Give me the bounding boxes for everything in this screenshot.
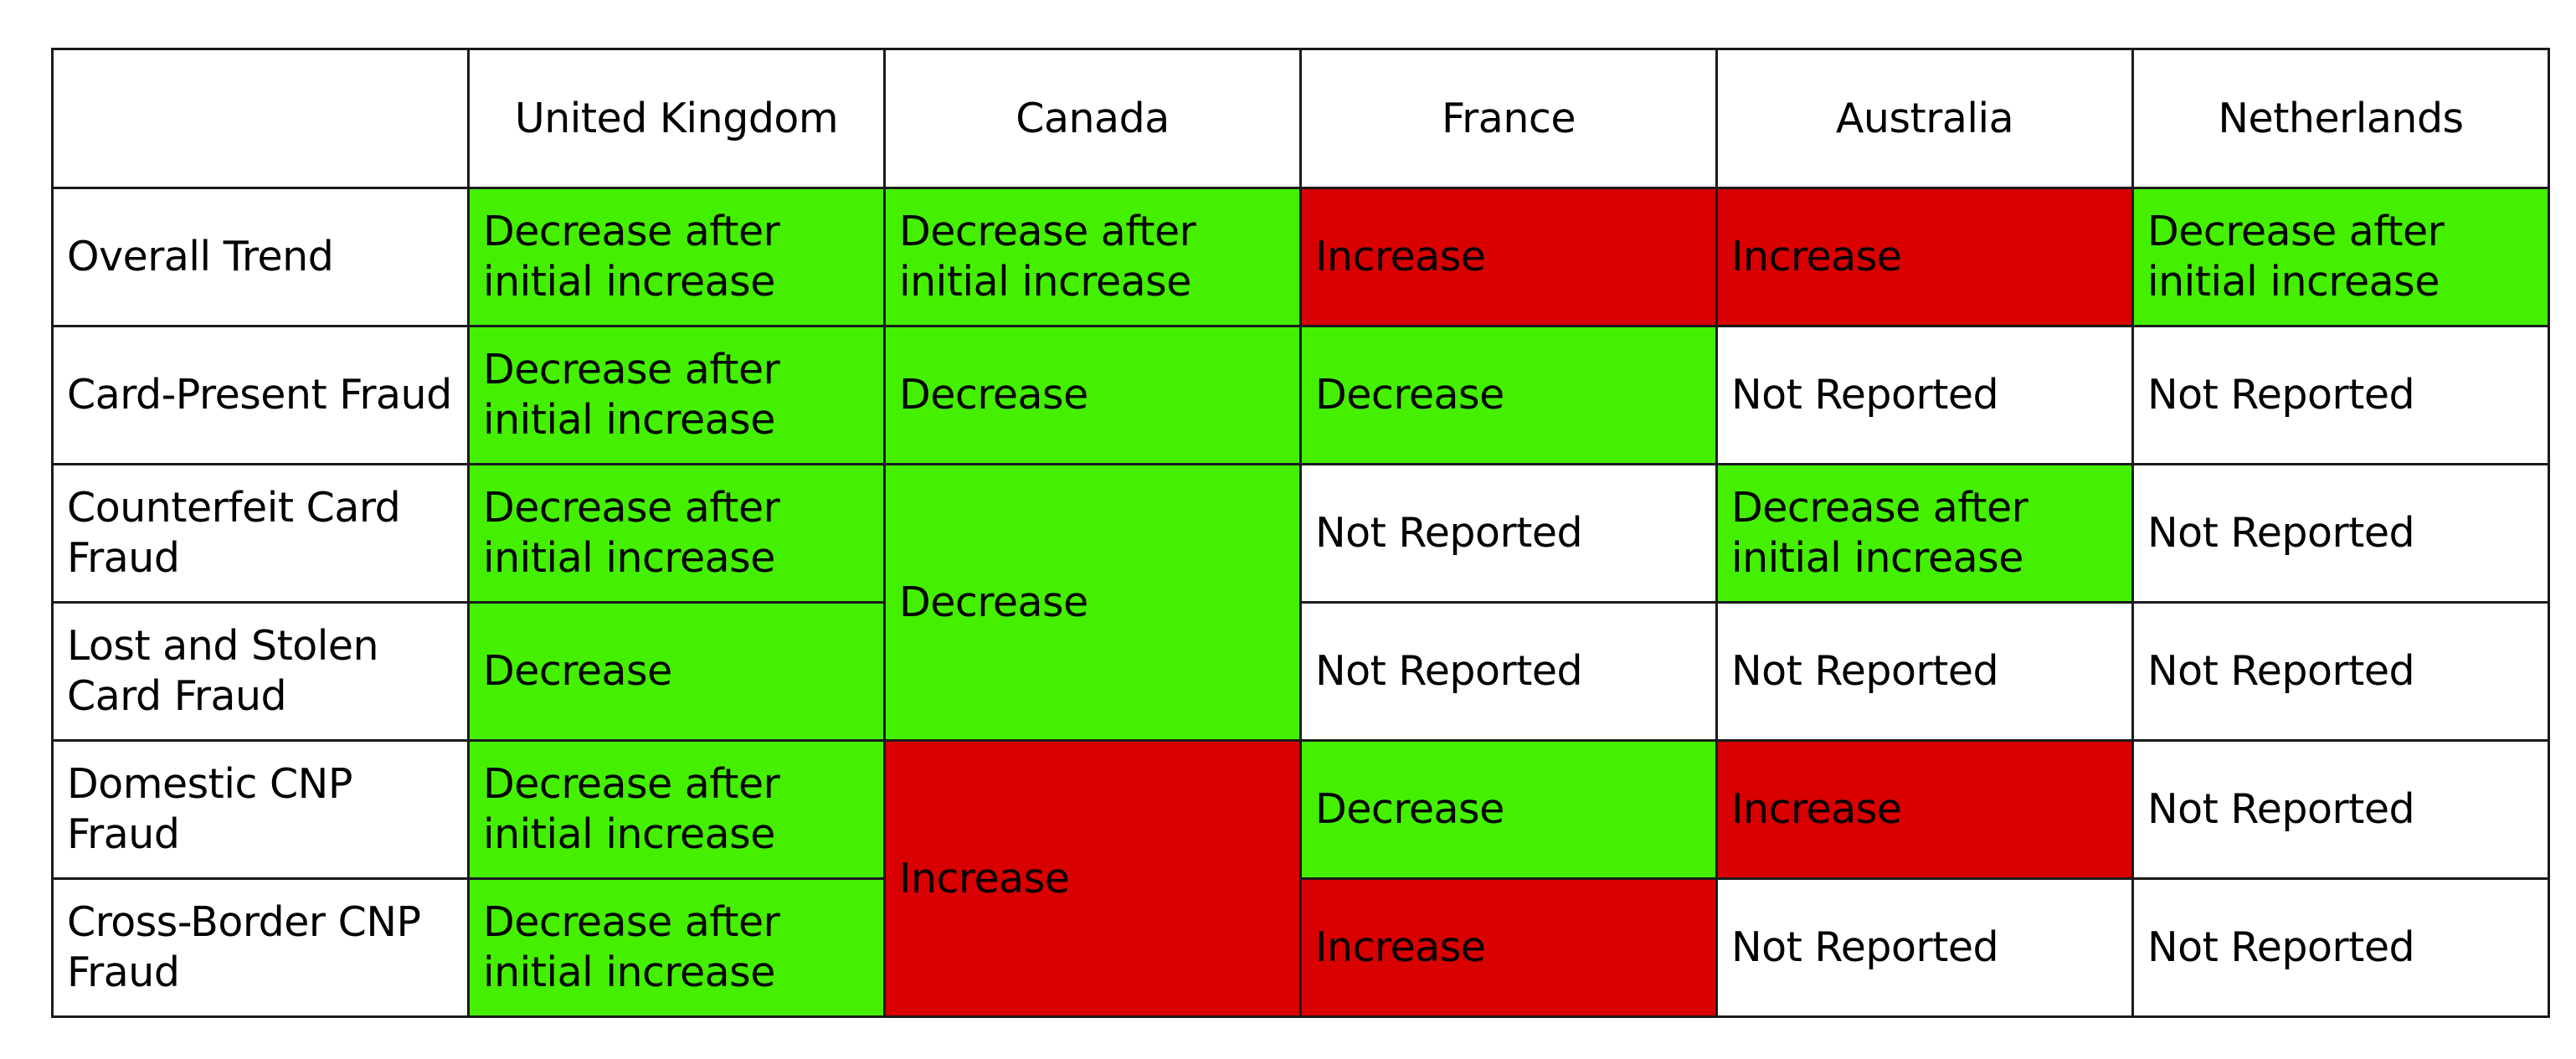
cell-overall-united-kingdom: Decrease after initial increase [467, 187, 886, 327]
cell-counterfeit-australia: Decrease after initial increase [1715, 463, 2134, 604]
cell-cnp-canada-merged: Increase [883, 739, 1302, 1018]
cell-card-present-canada: Decrease [883, 325, 1302, 465]
row-label-card-present: Card-Present Fraud [51, 325, 470, 465]
corner-cell [51, 48, 470, 189]
cell-card-present-france: Decrease [1299, 325, 1718, 465]
cell-overall-netherlands: Decrease after initial increase [2131, 187, 2550, 327]
table-row-overall-trend: Overall Trend Decrease after initial inc… [51, 187, 2550, 327]
cell-card-present-united-kingdom: Decrease after initial increase [467, 325, 886, 465]
cell-overall-australia: Increase [1715, 187, 2134, 327]
cell-overall-canada: Decrease after initial increase [883, 187, 1302, 327]
cell-domestic-cnp-netherlands: Not Reported [2131, 739, 2550, 880]
table-row-counterfeit: Counterfeit Card Fraud Decrease after in… [51, 463, 2550, 742]
cell-domestic-cnp-france: Decrease [1299, 739, 1718, 880]
cell-overall-france: Increase [1299, 187, 1718, 327]
table-row-cross-border-cnp: Cross-Border CNP Fraud Decrease after in… [51, 877, 2550, 1018]
column-header-australia: Australia [1715, 48, 2134, 189]
row-label-cross-border-cnp: Cross-Border CNP Fraud [51, 877, 470, 1018]
cell-cross-border-cnp-united-kingdom: Decrease after initial increase [467, 877, 886, 1018]
cell-card-present-netherlands: Not Reported [2131, 325, 2550, 465]
column-header-united-kingdom: United Kingdom [467, 48, 886, 189]
cell-lost-stolen-france: Not Reported [1299, 601, 1718, 742]
table-row-domestic-cnp: Domestic CNP Fraud Decrease after initia… [51, 739, 2550, 1018]
cell-counterfeit-united-kingdom: Decrease after initial increase [467, 463, 886, 604]
row-label-counterfeit: Counterfeit Card Fraud [51, 463, 470, 604]
row-label-domestic-cnp: Domestic CNP Fraud [51, 739, 470, 880]
row-label-overall-trend: Overall Trend [51, 187, 470, 327]
cell-lost-stolen-australia: Not Reported [1715, 601, 2134, 742]
cell-cross-border-cnp-netherlands: Not Reported [2131, 877, 2550, 1018]
row-label-lost-stolen: Lost and Stolen Card Fraud [51, 601, 470, 742]
cell-card-present-australia: Not Reported [1715, 325, 2134, 465]
cell-counterfeit-netherlands: Not Reported [2131, 463, 2550, 604]
cell-domestic-cnp-australia: Increase [1715, 739, 2134, 880]
header-row: United Kingdom Canada France Australia N… [51, 48, 2550, 189]
cell-domestic-cnp-united-kingdom: Decrease after initial increase [467, 739, 886, 880]
column-header-netherlands: Netherlands [2131, 48, 2550, 189]
cell-lost-stolen-netherlands: Not Reported [2131, 601, 2550, 742]
column-header-france: France [1299, 48, 1718, 189]
cell-cross-border-cnp-france: Increase [1299, 877, 1718, 1018]
table-row-lost-stolen: Lost and Stolen Card Fraud Decrease Not … [51, 601, 2550, 742]
table-row-card-present: Card-Present Fraud Decrease after initia… [51, 325, 2550, 465]
cell-lost-stolen-united-kingdom: Decrease [467, 601, 886, 742]
fraud-trends-table: United Kingdom Canada France Australia N… [51, 48, 2550, 1018]
cell-counterfeit-lost-canada-merged: Decrease [883, 463, 1302, 742]
cell-counterfeit-france: Not Reported [1299, 463, 1718, 604]
column-header-canada: Canada [883, 48, 1302, 189]
cell-cross-border-cnp-australia: Not Reported [1715, 877, 2134, 1018]
